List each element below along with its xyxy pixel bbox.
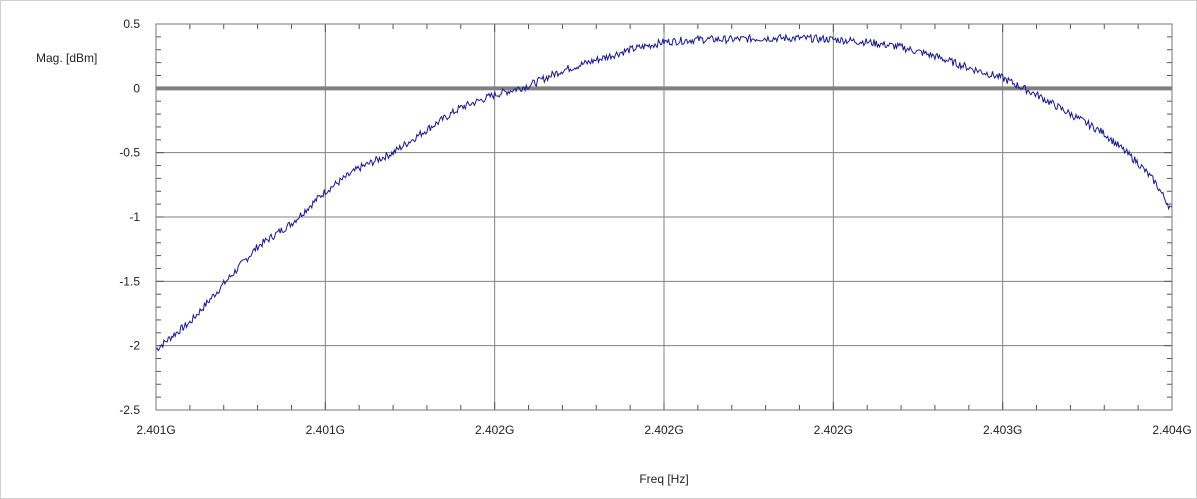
y-tick-label: 0.5 — [123, 17, 140, 31]
y-tick-labels: 0.5 0 -0.5 -1 -1.5 -2 -2.5 — [119, 17, 140, 417]
x-tick-label: 2.402G — [644, 423, 683, 437]
y-tick-label: 0 — [133, 81, 140, 95]
x-tick-labels: 2.401G 2.401G 2.402G 2.402G 2.402G 2.403G 2.40… — [136, 423, 1191, 437]
y-tick-label: -0.5 — [119, 146, 140, 160]
y-tick-label: -2.5 — [119, 403, 140, 417]
plot-area — [155, 23, 1173, 411]
series-line — [155, 33, 1173, 352]
x-tick-label: 2.403G — [983, 423, 1022, 437]
grid — [156, 24, 1172, 410]
x-axis-label: Freq [Hz] — [639, 472, 688, 486]
x-tick-label: 2.404G — [1152, 423, 1191, 437]
x-tick-label: 2.401G — [306, 423, 345, 437]
x-tick-label: 2.402G — [814, 423, 853, 437]
x-tick-label: 2.402G — [475, 423, 514, 437]
y-tick-label: -1 — [129, 210, 140, 224]
x-tick-label: 2.401G — [136, 423, 175, 437]
y-tick-label: -1.5 — [119, 274, 140, 288]
y-axis-label: Mag. [dBm] — [36, 51, 97, 65]
y-tick-label: -2 — [129, 339, 140, 353]
